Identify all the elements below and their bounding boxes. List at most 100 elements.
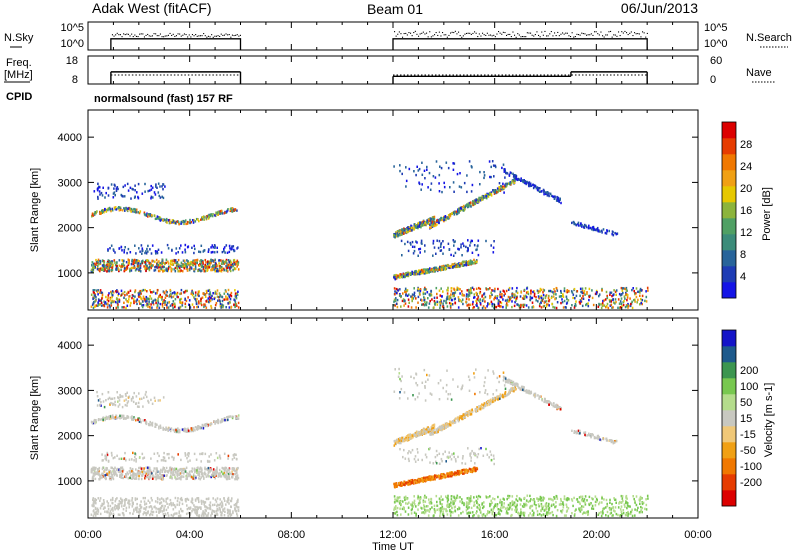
- power-echo-cell: [609, 293, 611, 296]
- velocity-echo-cell: [181, 467, 183, 471]
- power-echo-cell: [469, 241, 472, 244]
- power-echo-cell: [503, 290, 505, 293]
- power-echo-cell: [550, 290, 553, 293]
- power-echo-cell: [587, 302, 589, 305]
- power-echo-cell: [97, 289, 100, 292]
- power-echo-cell: [404, 242, 406, 246]
- power-echo-cell: [411, 270, 413, 274]
- noise-sky-point: [177, 33, 179, 35]
- power-echo-cell: [461, 298, 464, 301]
- velocity-echo-cell: [102, 418, 104, 421]
- power-echo-cell: [478, 292, 481, 295]
- power-echo-cell: [214, 261, 217, 264]
- noise-sky-point: [554, 32, 556, 34]
- velocity-echo-cell: [176, 472, 179, 475]
- noise-sky-point: [565, 32, 567, 34]
- power-echo-cell: [467, 262, 470, 265]
- velocity-echo-cell: [121, 466, 124, 469]
- velocity-echo-cell: [220, 470, 223, 473]
- power-echo-cell: [225, 298, 227, 301]
- noise-sky-point: [430, 36, 432, 38]
- velocity-echo-cell: [122, 415, 124, 418]
- power-echo-cell: [575, 304, 577, 307]
- velocity-echo-cell: [408, 434, 410, 438]
- power-echo-cell: [580, 290, 582, 294]
- power-echo-cell: [407, 298, 410, 301]
- power-echo-cell: [438, 190, 441, 193]
- power-echo-cell: [97, 301, 99, 304]
- power-echo-cell: [175, 247, 178, 250]
- power-echo-cell: [453, 291, 456, 295]
- power-echo-cell: [138, 264, 140, 268]
- velocity-echo-cell: [234, 415, 237, 418]
- power-echo-cell: [123, 248, 126, 252]
- power-echo-cell: [629, 304, 632, 307]
- power-echo-cell: [559, 197, 561, 200]
- power-echo-cell: [439, 294, 442, 297]
- noise-sky-point: [432, 35, 434, 37]
- power-echo-cell: [137, 211, 139, 214]
- noise-sky-point: [547, 35, 549, 37]
- velocity-echo-cell: [176, 430, 178, 433]
- power-echo-cell: [621, 287, 624, 290]
- power-echo-cell: [395, 297, 397, 300]
- power-echo-cell: [229, 268, 231, 271]
- power-echo-cell: [158, 260, 160, 263]
- power-echo-cell: [123, 306, 125, 309]
- power-echo-cell: [148, 265, 151, 269]
- power-echo-cell: [484, 196, 486, 199]
- noise-sky-point: [411, 35, 413, 37]
- power-echo-cell: [207, 297, 210, 300]
- power-echo-cell: [615, 289, 618, 292]
- power-echo-cell: [498, 186, 500, 189]
- velocity-echo-cell: [233, 467, 236, 470]
- power-echo-cell: [205, 289, 208, 293]
- power-echo-cell: [108, 270, 111, 273]
- power-echo-cell: [611, 294, 613, 298]
- power-echo-cell: [439, 306, 441, 309]
- power-echo-cell: [546, 191, 548, 194]
- velocity-echo-cell: [153, 396, 156, 399]
- power-echo-cell: [142, 295, 145, 298]
- velocity-echo-cell: [209, 422, 212, 426]
- power-echo-cell: [448, 301, 451, 305]
- velocity-echo-cell: [177, 429, 180, 433]
- power-echo-cell: [183, 220, 186, 223]
- power-echo-cell: [459, 292, 461, 295]
- power-echo-cell: [161, 258, 164, 261]
- power-echo-cell: [235, 304, 237, 307]
- ytick-label: 2000: [58, 223, 82, 235]
- velocity-echo-cell: [109, 415, 111, 418]
- velocity-echo-cell: [112, 476, 114, 479]
- velocity-echo-cell: [119, 471, 122, 474]
- velocity-echo-cell: [223, 475, 226, 478]
- power-echo-cell: [167, 267, 170, 270]
- power-echo-cell: [208, 295, 211, 299]
- power-echo-cell: [397, 234, 399, 237]
- power-echo-cell: [484, 193, 487, 197]
- power-echo-cell: [99, 261, 102, 264]
- power-echo-cell: [101, 293, 104, 296]
- power-echo-cell: [169, 262, 172, 265]
- noise-sky-point: [191, 34, 193, 36]
- power-echo-cell: [204, 258, 207, 262]
- noise-sky-point: [616, 35, 618, 37]
- power-echo-cell: [520, 303, 522, 307]
- power-echo-cell: [554, 297, 556, 301]
- power-echo-cell: [103, 265, 105, 268]
- power-echo-cell: [507, 288, 510, 291]
- power-echo-cell: [470, 287, 472, 290]
- velocity-echo-cell: [394, 442, 397, 445]
- power-echo-cell: [494, 295, 497, 298]
- noise-sky-point: [145, 34, 147, 36]
- velocity-echo-cell: [172, 428, 175, 432]
- velocity-echo-cell: [219, 472, 222, 475]
- velocity-echo-cell: [224, 466, 227, 469]
- colorbar-cell: [722, 266, 736, 283]
- noise-sky-point: [568, 35, 570, 37]
- power-echo-cell: [144, 251, 146, 255]
- power-echo-cell: [189, 306, 192, 309]
- velocity-echo-cell: [169, 428, 172, 431]
- power-echo-cell: [613, 301, 615, 304]
- power-echo-cell: [477, 296, 479, 299]
